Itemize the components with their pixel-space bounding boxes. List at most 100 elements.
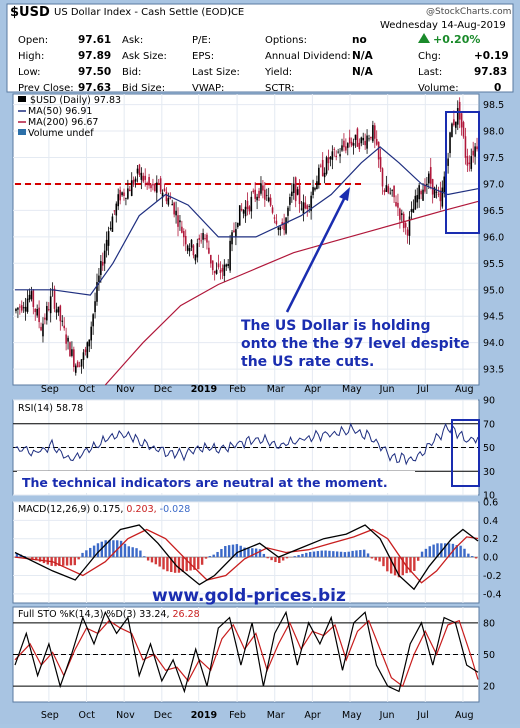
price-candle-body <box>129 190 131 191</box>
price-candle-body <box>279 227 281 230</box>
price-legend-swatch <box>18 96 26 102</box>
price-candle-body <box>380 157 382 169</box>
macd-histogram-bar <box>135 548 137 557</box>
price-candle-body <box>465 136 467 158</box>
price-candle-body <box>19 307 21 308</box>
macd-histogram-bar <box>429 546 431 557</box>
price-candle-body <box>127 188 129 198</box>
price-candle-body <box>235 229 237 237</box>
x-axis-label-bottom: Dec <box>154 710 172 721</box>
price-candle-body <box>453 119 455 125</box>
rsi-legend: RSI(14) 58.78 <box>18 403 83 414</box>
macd-histogram-bar <box>297 555 299 557</box>
price-candle-body <box>461 113 463 127</box>
price-candle-body <box>117 194 119 206</box>
price-candle-body <box>278 228 280 230</box>
price-candle-body <box>318 168 320 185</box>
price-ytick-label: 93.5 <box>483 365 504 376</box>
stat-dividend-value: N/A <box>352 50 374 62</box>
price-candle-body <box>40 327 42 330</box>
price-candle-body <box>115 204 117 216</box>
x-axis-label-bottom: Feb <box>229 710 246 721</box>
price-candle-body <box>237 223 239 227</box>
price-candle-body <box>58 307 60 313</box>
price-candle-body <box>405 223 407 227</box>
price-candle-body <box>65 334 67 343</box>
price-candle-body <box>357 128 359 146</box>
macd-histogram-bar <box>321 551 323 557</box>
macd-legend: MACD(12,26,9) 0.175, 0.203, -0.028 <box>18 504 190 515</box>
price-candle-body <box>15 309 17 311</box>
price-candle-body <box>270 198 272 206</box>
stat-last-label: Last: <box>418 67 442 78</box>
price-candle-body <box>285 218 287 234</box>
price-candle-body <box>337 152 339 153</box>
price-candle-body <box>204 238 206 239</box>
price-candle-body <box>299 185 301 204</box>
macd-histogram-bar <box>282 557 284 560</box>
price-candle-body <box>198 238 200 240</box>
price-candle-body <box>295 177 297 201</box>
price-candle-body <box>166 192 168 201</box>
price-candle-body <box>306 205 308 209</box>
price-candle-body <box>133 180 135 185</box>
price-candle-body <box>92 314 94 326</box>
price-candle-body <box>457 108 459 125</box>
price-candle-body <box>63 326 65 329</box>
price-candle-body <box>469 163 471 164</box>
price-candle-body <box>224 265 226 276</box>
macd-histogram-bar <box>344 552 346 557</box>
instrument-name: US Dollar Index - Cash Settle (EOD) <box>54 7 231 18</box>
price-legend-symbol: $USD (Daily) 97.83 <box>30 95 121 106</box>
x-axis-label-bottom: Apr <box>304 710 321 721</box>
price-candle-body <box>249 206 251 211</box>
macd-histogram-bar <box>313 552 315 558</box>
price-candle-body <box>102 262 104 266</box>
price-candle-body <box>430 167 432 184</box>
x-axis-label-price: Apr <box>304 384 321 395</box>
rsi-note: The technical indicators are neutral at … <box>22 475 388 490</box>
stat-ask-label: Ask: <box>122 35 143 46</box>
price-ytick-label: 97.0 <box>483 179 504 190</box>
price-candle-body <box>61 321 63 322</box>
price-candle-body <box>189 248 191 251</box>
price-candle-body <box>87 342 89 357</box>
price-candle-body <box>181 227 183 233</box>
price-candle-body <box>121 192 123 195</box>
stat-options-value: no <box>352 34 367 46</box>
price-candle-body <box>71 349 73 356</box>
stat-low-label: Low: <box>18 67 41 78</box>
macd-histogram-bar <box>66 557 68 565</box>
price-candle-body <box>197 243 199 257</box>
price-candle-body <box>50 296 52 313</box>
stat-yield-value: N/A <box>352 66 374 78</box>
price-candle-body <box>79 366 81 367</box>
price-candle-body <box>173 203 175 215</box>
price-ytick-label: 95.5 <box>483 259 504 270</box>
price-candle-body <box>206 235 208 243</box>
stat-high-value: 97.89 <box>78 50 111 62</box>
price-candle-body <box>56 309 58 312</box>
price-candle-body <box>21 305 23 310</box>
macd-histogram-bar <box>417 557 419 561</box>
x-axis-label-bottom: Mar <box>267 710 285 721</box>
price-candle-body <box>75 366 77 373</box>
price-candle-body <box>212 261 214 271</box>
price-candle-body <box>171 204 173 205</box>
price-candle-body <box>88 340 90 347</box>
price-ytick-label: 95.0 <box>483 285 504 296</box>
price-candle-body <box>81 359 83 366</box>
annotation-line-3: the US rate cuts. <box>241 354 374 370</box>
price-candle-body <box>90 327 92 341</box>
price-candle-body <box>360 138 362 144</box>
macd-histogram-bar <box>158 557 160 566</box>
macd-legend-hist: -0.028 <box>160 504 191 515</box>
macd-histogram-bar <box>197 557 199 569</box>
annotation-line-1: The US Dollar is holding <box>241 318 430 334</box>
price-candle-body <box>229 241 231 271</box>
price-candle-body <box>227 264 229 266</box>
price-candle-body <box>422 190 424 201</box>
price-candle-body <box>393 186 395 198</box>
price-candle-body <box>467 156 469 166</box>
price-ytick-label: 94.0 <box>483 338 504 349</box>
